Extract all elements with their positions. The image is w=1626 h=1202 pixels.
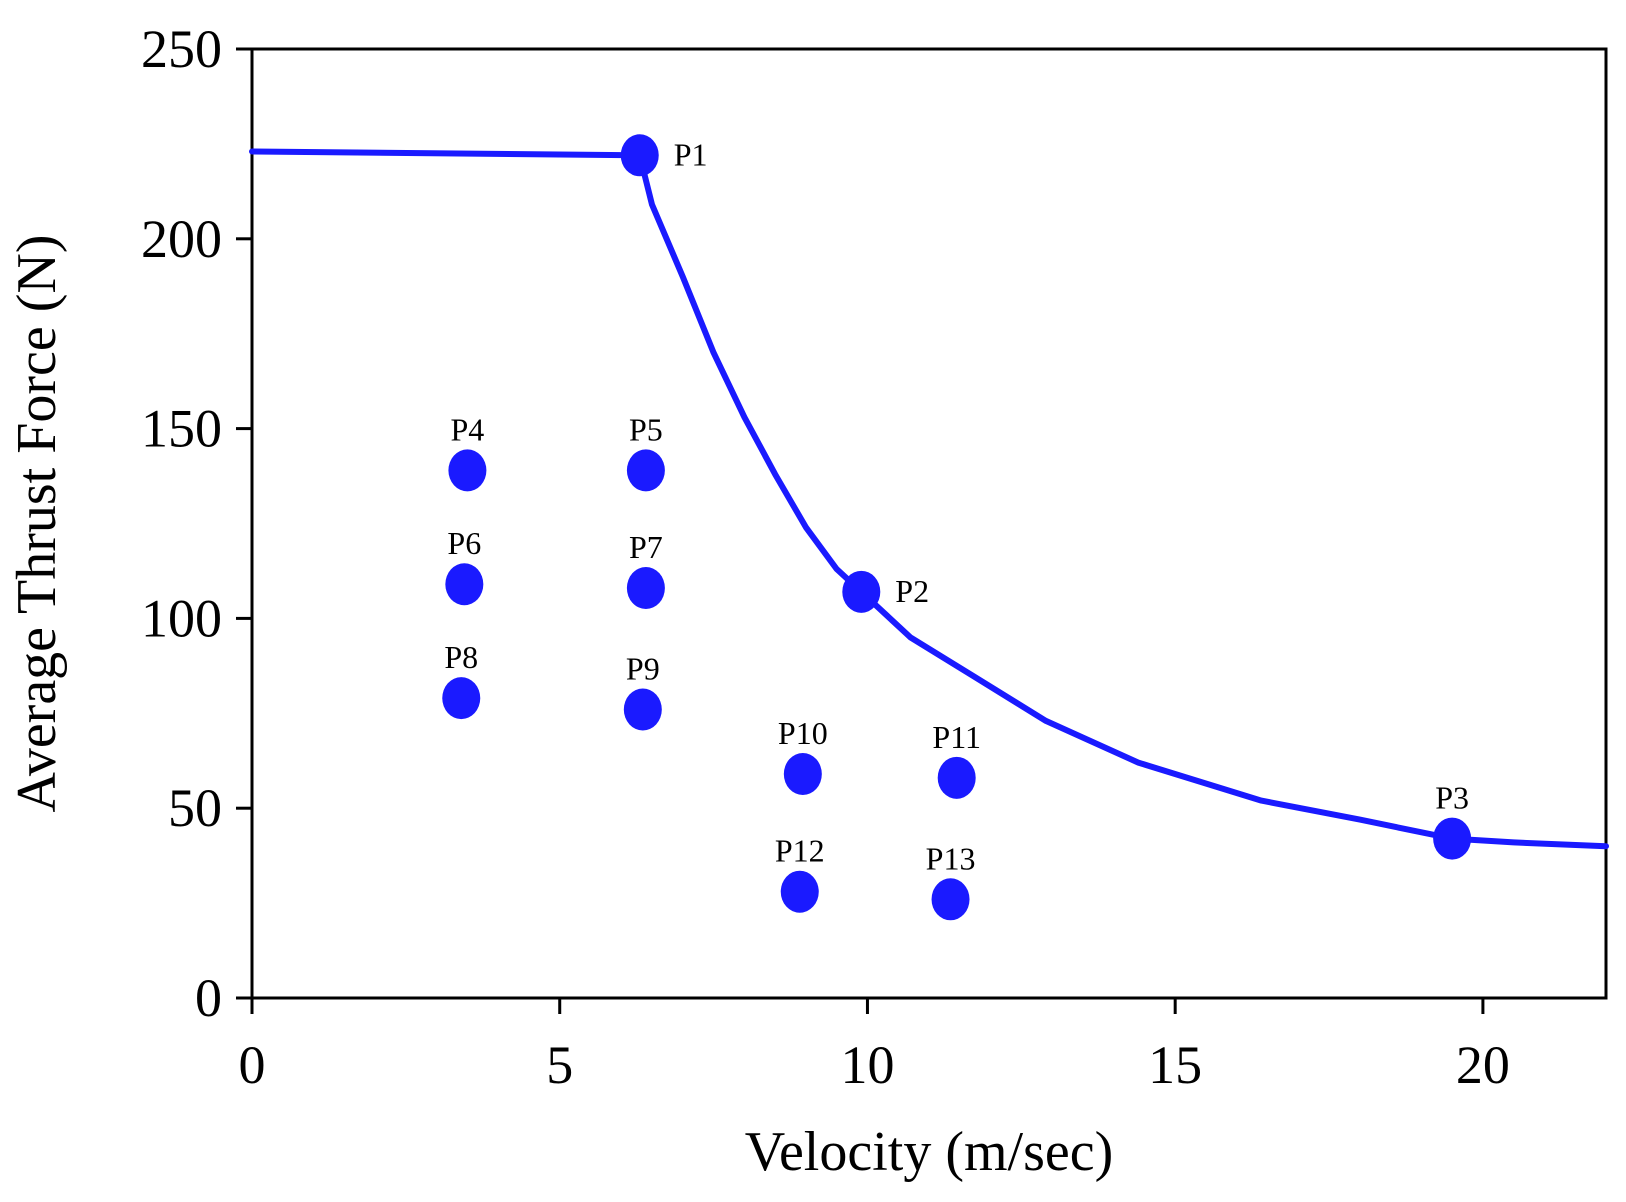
point-p5: [626, 449, 665, 492]
x-tick-label: 15: [1148, 1035, 1202, 1095]
y-tick-label: 100: [141, 588, 222, 648]
plot-frame: [250, 47, 1608, 1000]
x-tick-label: 20: [1456, 1035, 1510, 1095]
x-tick-label: 5: [546, 1035, 573, 1095]
point-label-p6: P6: [447, 525, 481, 561]
point-p12: [780, 870, 819, 913]
point-label-p12: P12: [775, 833, 825, 869]
point-p11: [937, 756, 976, 799]
point-p13: [931, 878, 970, 921]
point-p7: [626, 567, 665, 610]
point-label-p13: P13: [926, 840, 976, 876]
point-label-p11: P11: [932, 719, 981, 755]
point-p8: [442, 677, 481, 720]
data-points: P1 P2 P3 P4 P5 P6 P7 P8 P9 P10 P11 P12 P13: [442, 134, 1472, 921]
y-axis-title: Average Thrust Force (N): [6, 235, 68, 813]
point-label-p10: P10: [778, 715, 828, 751]
point-label-p5: P5: [629, 411, 663, 447]
point-label-p9: P9: [626, 651, 660, 687]
point-label-p4: P4: [451, 411, 485, 447]
x-axis-title: Velocity (m/sec): [745, 1121, 1114, 1183]
x-tick-label: 0: [239, 1035, 266, 1095]
point-label-p8: P8: [444, 639, 478, 675]
point-p3: [1433, 817, 1472, 860]
point-p10: [783, 753, 822, 796]
point-p2: [842, 570, 881, 613]
point-p1: [620, 134, 659, 177]
point-p9: [623, 688, 662, 731]
x-tick-label: 10: [840, 1035, 894, 1095]
point-label-p3: P3: [1435, 780, 1469, 816]
y-tick-label: 0: [195, 968, 222, 1028]
point-p4: [448, 449, 487, 492]
point-label-p2: P2: [895, 573, 929, 609]
y-tick-label: 50: [168, 778, 222, 838]
y-tick-label: 200: [141, 209, 222, 269]
y-tick-label: 250: [141, 19, 222, 79]
point-label-p1: P1: [674, 136, 708, 172]
point-label-p7: P7: [629, 529, 663, 565]
point-p6: [445, 563, 484, 606]
y-tick-label: 150: [141, 399, 222, 459]
